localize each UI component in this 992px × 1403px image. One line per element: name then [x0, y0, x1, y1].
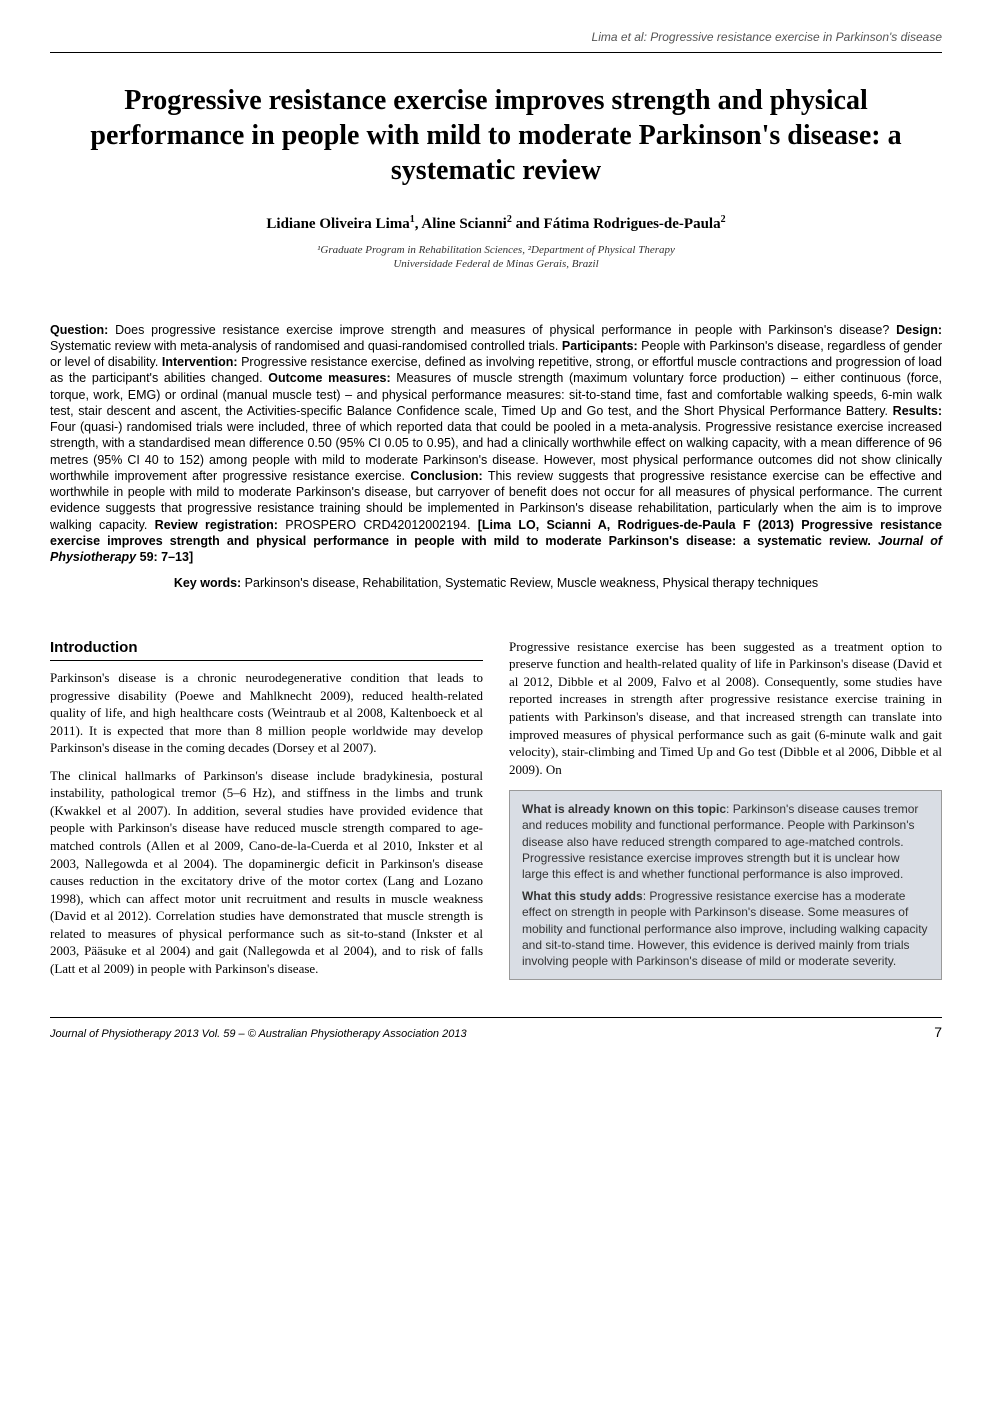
abstract-participants-label: Participants:	[562, 339, 638, 353]
page-number: 7	[934, 1024, 942, 1040]
abstract-outcomes-label: Outcome measures:	[268, 371, 390, 385]
highlight-adds-label: What this study adds	[522, 889, 643, 903]
abstract-design: Systematic review with meta-analysis of …	[50, 339, 562, 353]
right-column: Progressive resistance exercise has been…	[509, 638, 942, 988]
keywords-label: Key words:	[174, 576, 241, 590]
left-column: Introduction Parkinson's disease is a ch…	[50, 638, 483, 988]
abstract-registration-label: Review registration:	[155, 518, 278, 532]
abstract-results-label: Results:	[893, 404, 942, 418]
highlight-known-label: What is already known on this topic	[522, 802, 726, 816]
section-heading-introduction: Introduction	[50, 638, 483, 661]
abstract-question-label: Question:	[50, 323, 108, 337]
keywords-text: Parkinson's disease, Rehabilitation, Sys…	[241, 576, 818, 590]
footer-journal-info: Journal of Physiotherapy 2013 Vol. 59 – …	[50, 1028, 467, 1040]
abstract-question: Does progressive resistance exercise imp…	[108, 323, 896, 337]
authors: Lidiane Oliveira Lima1, Aline Scianni2 a…	[50, 214, 942, 233]
keywords: Key words: Parkinson's disease, Rehabili…	[50, 575, 942, 593]
highlight-box: What is already known on this topic: Par…	[509, 790, 942, 980]
affiliation-line-2: Universidade Federal de Minas Gerais, Br…	[393, 258, 598, 270]
page-footer: Journal of Physiotherapy 2013 Vol. 59 – …	[50, 1017, 942, 1040]
intro-paragraph-2: The clinical hallmarks of Parkinson's di…	[50, 767, 483, 978]
running-header: Lima et al: Progressive resistance exerc…	[50, 30, 942, 44]
abstract-conclusion-label: Conclusion:	[410, 469, 482, 483]
abstract-design-label: Design:	[896, 323, 942, 337]
body-columns: Introduction Parkinson's disease is a ch…	[50, 638, 942, 988]
affiliations: ¹Graduate Program in Rehabilitation Scie…	[50, 243, 942, 272]
abstract: Question: Does progressive resistance ex…	[50, 322, 942, 566]
highlight-known: What is already known on this topic: Par…	[522, 801, 929, 882]
abstract-citation-tail: 59: 7–13]	[136, 550, 193, 564]
intro-paragraph-1: Parkinson's disease is a chronic neurode…	[50, 669, 483, 757]
intro-paragraph-3: Progressive resistance exercise has been…	[509, 638, 942, 778]
top-rule	[50, 52, 942, 53]
abstract-registration: PROSPERO CRD42012002194.	[278, 518, 478, 532]
affiliation-line-1: ¹Graduate Program in Rehabilitation Scie…	[317, 244, 675, 256]
article-title: Progressive resistance exercise improves…	[50, 83, 942, 188]
abstract-intervention-label: Intervention:	[162, 355, 238, 369]
highlight-adds: What this study adds: Progressive resist…	[522, 888, 929, 969]
